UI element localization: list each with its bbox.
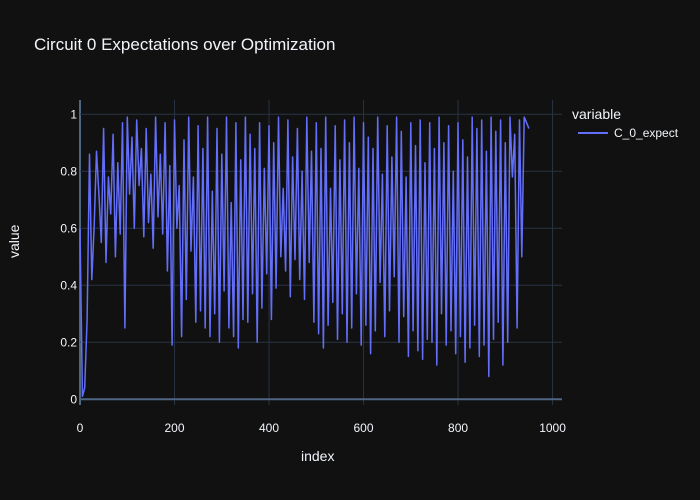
x-tick-label: 800 [448, 421, 468, 435]
x-tick-label: 200 [164, 421, 184, 435]
y-tick-label: 0.6 [60, 221, 77, 235]
y-tick-label: 0.2 [60, 335, 77, 349]
y-tick-label: 0.8 [60, 164, 77, 178]
x-tick-label: 400 [259, 421, 279, 435]
x-tick-label: 1000 [539, 421, 566, 435]
legend-label: C_0_expect [614, 126, 679, 140]
legend-title: variable [572, 106, 622, 122]
y-axis-title: value [6, 224, 22, 258]
x-tick-label: 0 [77, 421, 84, 435]
legend-item-c-0-expect[interactable]: C_0_expect [578, 124, 678, 142]
x-tick-label: 600 [354, 421, 374, 435]
series-line-c-0-expect [79, 116, 530, 398]
y-tick-label: 0 [70, 392, 77, 406]
tick-labels: 0 200 400 600 800 1000 0 0.2 0.4 0.6 0.8 1 [60, 107, 566, 435]
y-tick-label: 0.4 [60, 278, 77, 292]
chart-title: Circuit 0 Expectations over Optimization [34, 35, 336, 54]
series-layer [79, 116, 530, 398]
x-axis-title: index [301, 448, 335, 464]
y-tick-label: 1 [70, 107, 77, 121]
legend-swatch [578, 132, 608, 134]
